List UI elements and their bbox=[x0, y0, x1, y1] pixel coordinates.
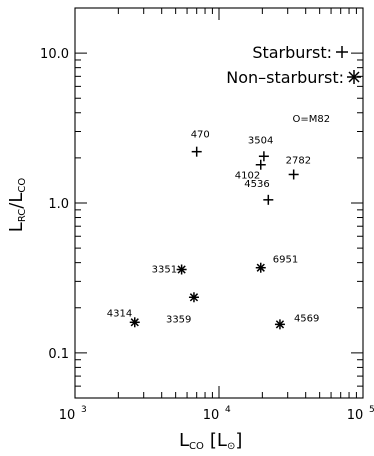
y-tick-label: 10.0 bbox=[40, 47, 69, 62]
y-axis-title: LRC/LCO bbox=[6, 178, 28, 233]
legend: Starburst: Non–starburst: bbox=[226, 43, 361, 87]
point-label: 3504 bbox=[248, 135, 273, 146]
non-starburst-marker bbox=[130, 318, 139, 327]
point-label: 2782 bbox=[286, 155, 311, 166]
x-tick-label: 10 bbox=[59, 408, 76, 423]
point-label: 3351 bbox=[152, 265, 177, 276]
annotations: O=M82 bbox=[292, 114, 330, 125]
point-labels: 470 3504 4102 2782 4536 3351 6951 3359 4314 4569 bbox=[107, 130, 320, 326]
y-tick-label: 1.0 bbox=[48, 197, 69, 212]
axis-titles: LCO [L⊙] LRC/LCO bbox=[6, 178, 242, 452]
point-label: 4536 bbox=[244, 179, 269, 190]
non-starburst-marker bbox=[256, 263, 265, 272]
annotation-m82: O=M82 bbox=[292, 114, 330, 125]
x-tick-exponent: 4 bbox=[225, 405, 231, 415]
non-starburst-marker bbox=[275, 320, 285, 329]
plot-border bbox=[74, 7, 364, 399]
point-label: 4569 bbox=[294, 313, 319, 324]
legend-label: Starburst: bbox=[252, 43, 332, 62]
y-tick-label: 0.1 bbox=[48, 347, 69, 362]
x-tick-exponent: 5 bbox=[369, 405, 374, 415]
point-label: 6951 bbox=[273, 255, 298, 266]
non-starburst-marker bbox=[177, 265, 186, 274]
non-starburst-marker bbox=[189, 293, 199, 302]
legend-asterisk-marker bbox=[348, 71, 360, 83]
point-label: 3359 bbox=[166, 314, 191, 325]
x-axis-title: LCO [L⊙] bbox=[179, 430, 242, 452]
point-label: 4102 bbox=[235, 171, 260, 182]
x-tick-label: 10 bbox=[203, 408, 220, 423]
x-tick-exponent: 3 bbox=[81, 405, 87, 415]
point-label: 470 bbox=[191, 130, 210, 141]
legend-label: Non–starburst: bbox=[226, 68, 344, 87]
tick-labels: 10 3 10 4 10 5 10.0 1.0 0.1 bbox=[40, 47, 374, 423]
data-markers bbox=[129, 146, 299, 330]
plot-frame bbox=[74, 7, 364, 399]
point-label: 4314 bbox=[107, 308, 132, 319]
axis-ticks bbox=[74, 7, 364, 399]
x-tick-label: 10 bbox=[347, 408, 364, 423]
